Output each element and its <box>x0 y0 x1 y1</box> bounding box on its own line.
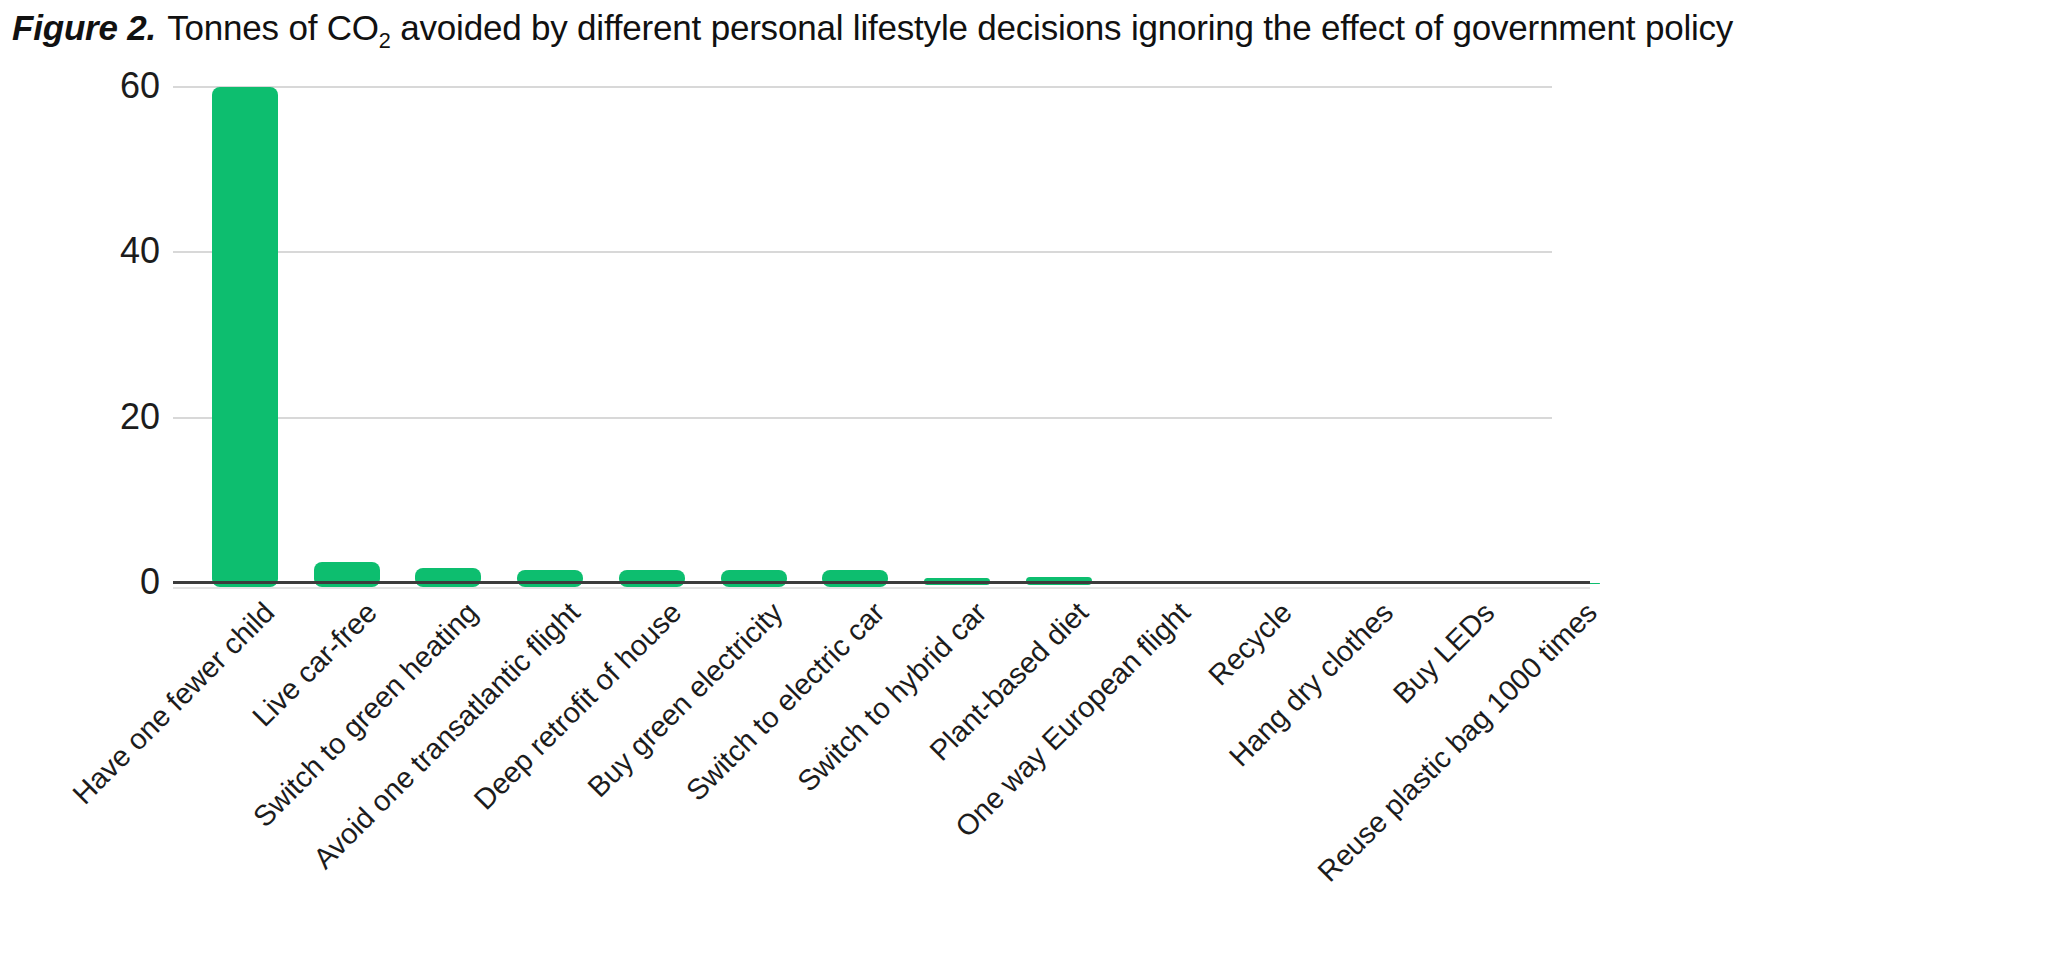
bar <box>822 570 888 587</box>
x-axis-shadow-line <box>173 587 1590 589</box>
bar-chart: 0204060Have one fewer childLive car-free… <box>0 0 2048 972</box>
gridline-60 <box>173 86 1552 88</box>
x-axis-tick-label: Recycle <box>1202 596 1298 692</box>
y-axis-tick-label-0: 0 <box>50 561 160 603</box>
bar <box>619 570 685 587</box>
x-axis-tick-label: Buy green electricity <box>582 596 790 804</box>
x-axis-line <box>173 581 1590 584</box>
bar <box>721 570 787 587</box>
y-axis-tick-label-20: 20 <box>50 396 160 438</box>
bar <box>212 87 278 587</box>
figure-canvas: Figure 2.Tonnes of CO2 avoided by differ… <box>0 0 2048 972</box>
gridline-40 <box>173 251 1552 253</box>
bar <box>415 568 481 587</box>
y-axis-tick-label-40: 40 <box>50 230 160 272</box>
x-axis-tick-label: Have one fewer child <box>66 596 281 811</box>
x-axis-tick-label: Switch to electric car <box>680 596 891 807</box>
x-axis-tick-label: Switch to hybrid car <box>791 596 993 798</box>
y-axis-tick-label-60: 60 <box>50 65 160 107</box>
gridline-20 <box>173 417 1552 419</box>
bar <box>517 570 583 587</box>
